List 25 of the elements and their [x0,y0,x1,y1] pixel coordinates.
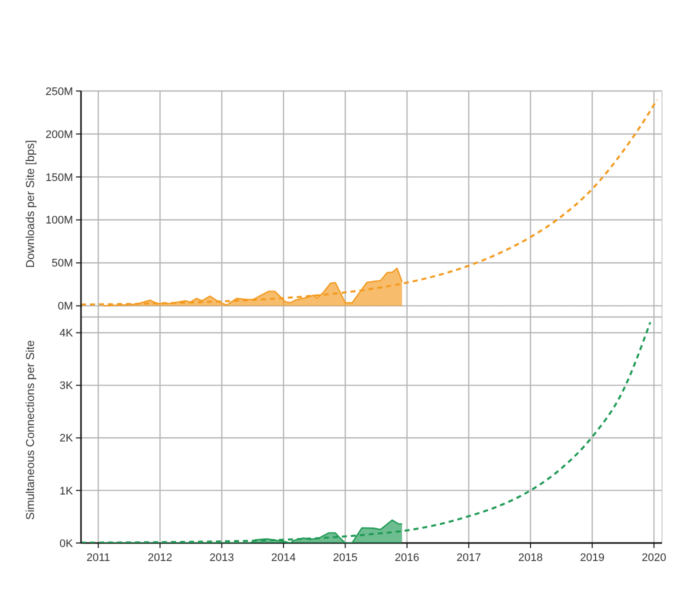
y-tick-label: 4K [60,328,74,340]
y-tick-label: 2K [60,432,74,445]
x-tick-label: 2017 [456,552,481,564]
y-axis-title: Downloads per Site [bps] [25,140,37,268]
y-tick-label: 0M [58,300,73,313]
y-axis-title: Simultaneous Connections per Site [25,340,37,520]
y-tick-label: 0K [60,538,74,550]
y-tick-label: 50M [52,258,73,270]
x-tick-label: 2019 [580,552,604,564]
y-tick-label: 3K [60,380,74,392]
y-tick-label: 200M [45,128,73,141]
x-tick-label: 2018 [518,552,543,564]
x-tick-label: 2014 [271,552,296,564]
x-tick-label: 2013 [210,552,234,564]
y-tick-label: 100M [45,214,73,227]
x-tick-label: 2011 [86,552,110,564]
line-series [81,321,652,543]
x-tick-label: 2016 [394,552,420,564]
line-series [81,98,658,306]
y-tick-label: 250M [45,86,73,98]
x-tick-label: 2012 [148,552,172,564]
x-tick-label: 2020 [642,552,666,564]
x-tick-label: 2015 [333,552,358,564]
y-tick-label: 1K [60,485,74,498]
y-tick-label: 150M [45,172,73,184]
